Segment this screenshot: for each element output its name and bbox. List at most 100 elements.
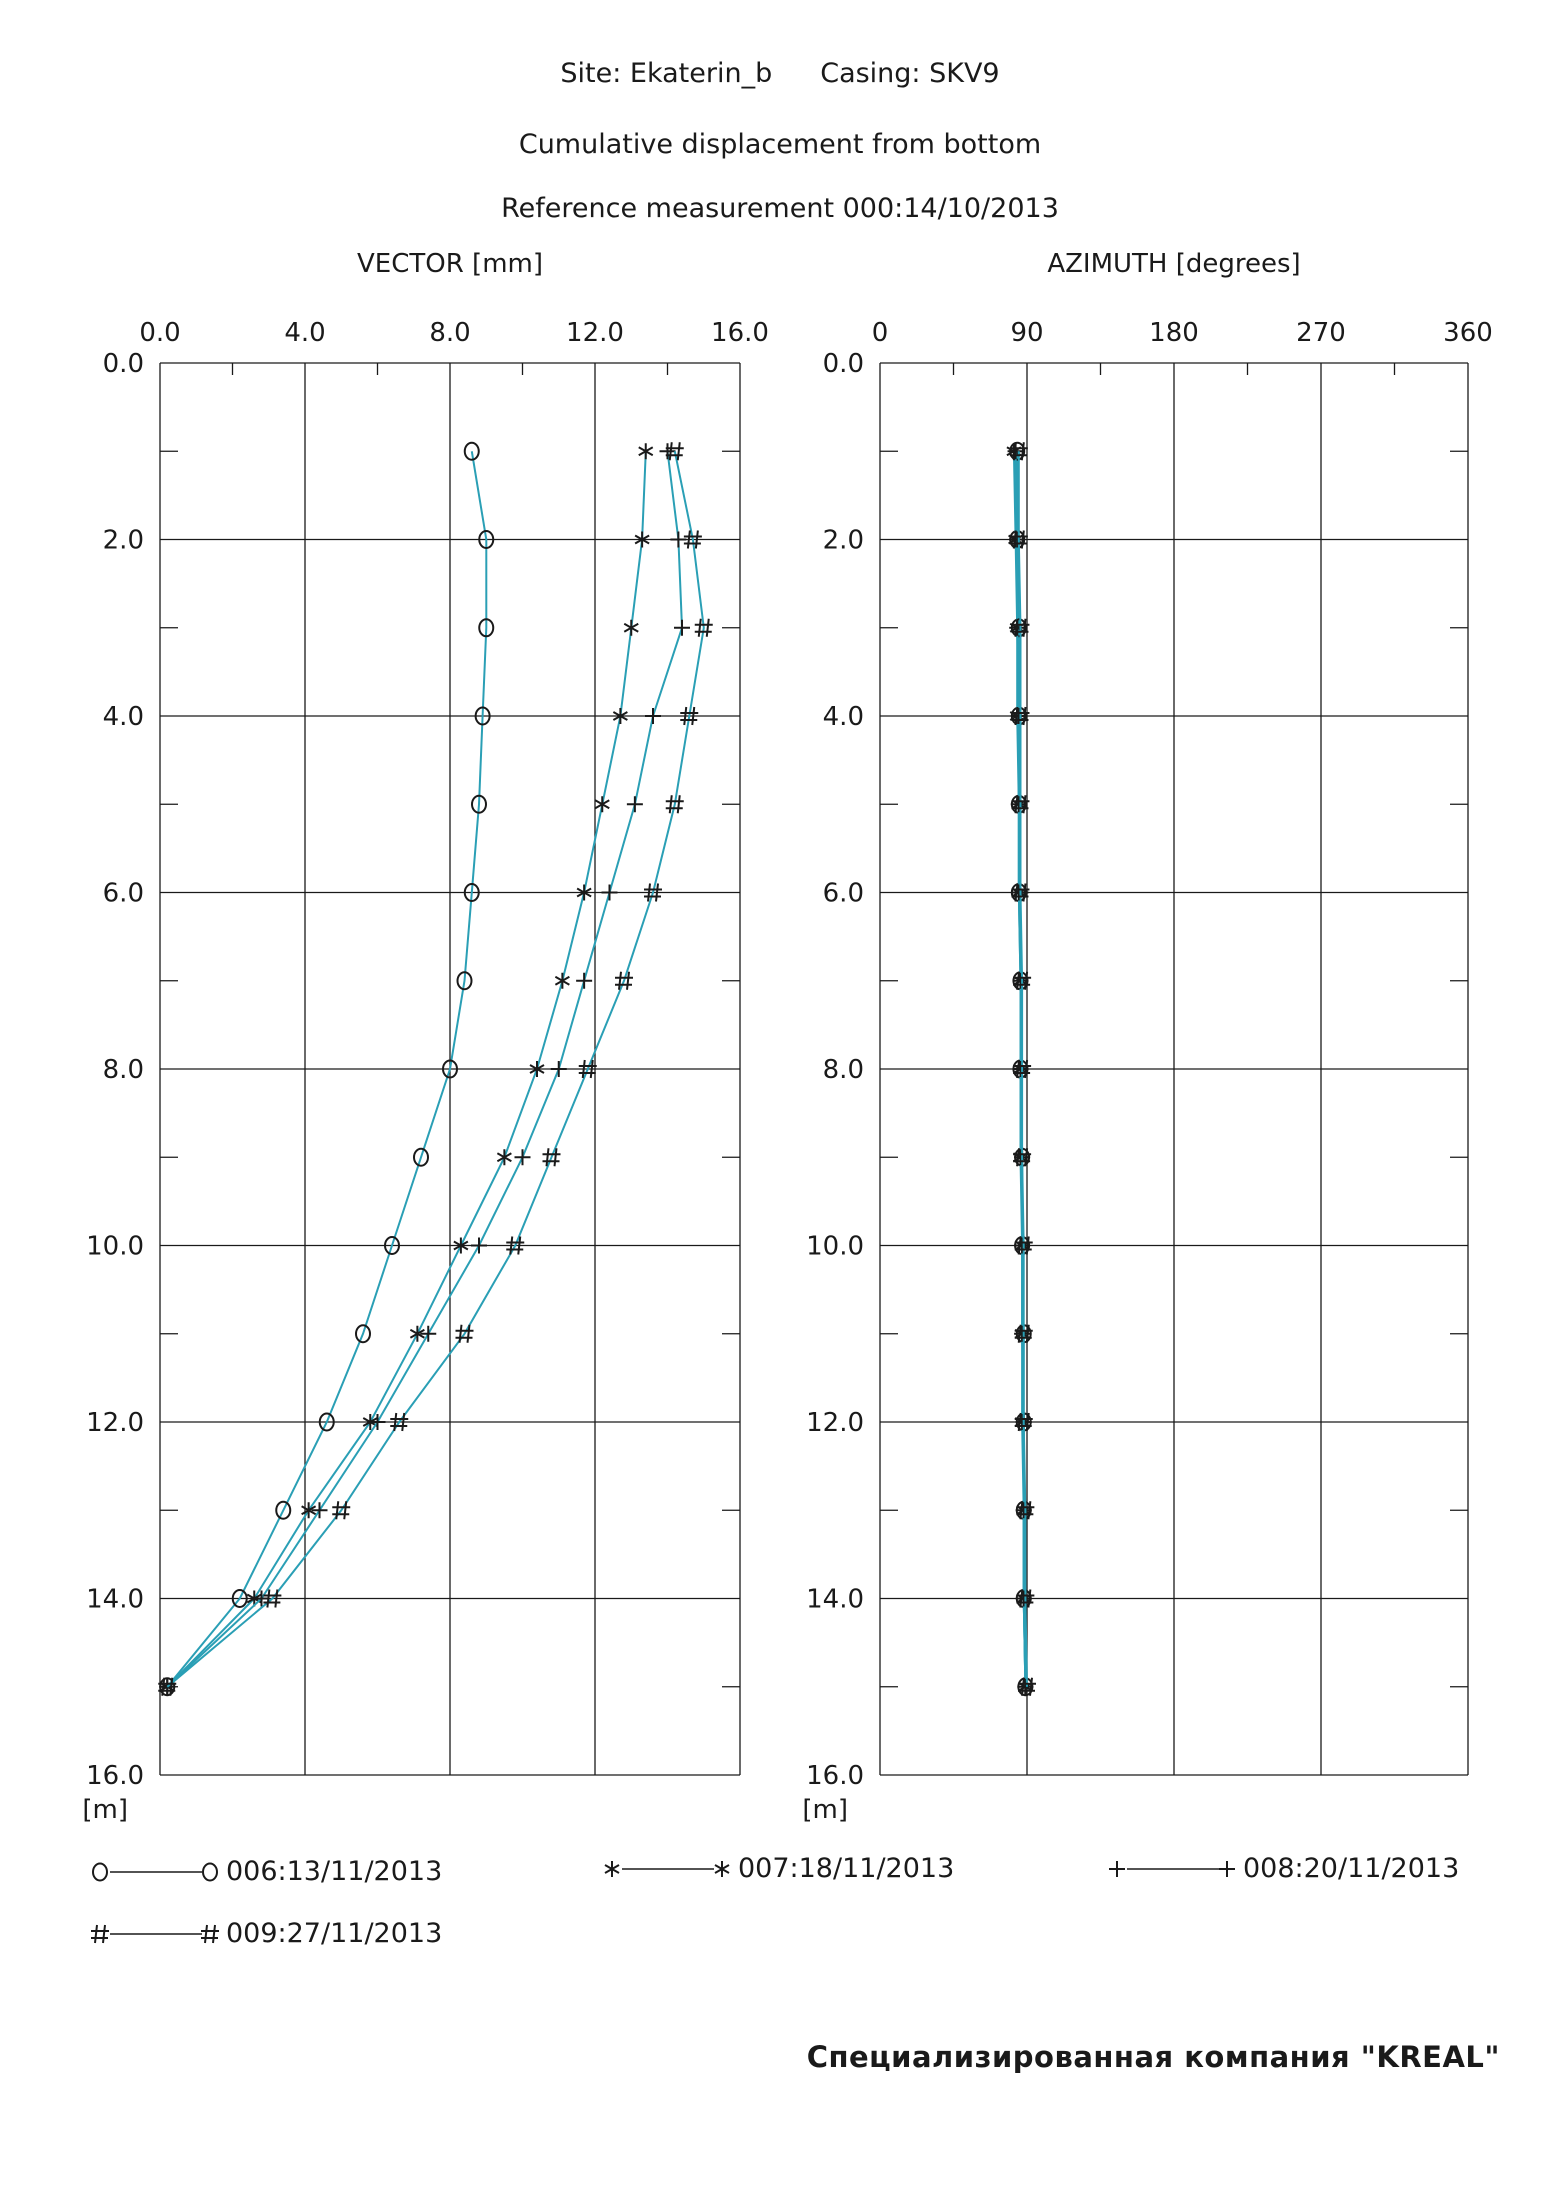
data-point <box>413 1147 429 1167</box>
legend-marker-shape <box>604 1861 620 1877</box>
data-point-shape <box>529 1061 545 1077</box>
data-point-shape <box>1016 1501 1035 1520</box>
data-point <box>665 442 684 461</box>
legend-marker-shape <box>714 1861 730 1877</box>
data-point-shape <box>263 1589 282 1608</box>
legend-label: 009:27/11/2013 <box>226 1918 442 1949</box>
legend-marker-shape <box>1219 1861 1235 1877</box>
site-label: Site: Ekaterin_b <box>560 58 773 89</box>
data-point <box>626 796 643 813</box>
legend-label: 006:13/11/2013 <box>226 1856 442 1887</box>
data-point <box>463 441 480 461</box>
data-point <box>311 1502 328 1519</box>
data-point <box>644 883 662 902</box>
data-point-shape <box>680 706 699 726</box>
data-point <box>506 1236 525 1255</box>
data-point <box>455 1324 474 1343</box>
data-point-shape <box>550 1061 567 1077</box>
data-point-shape <box>1011 618 1030 637</box>
data-point <box>576 884 592 901</box>
legend-entry: 009:27/11/2013 <box>91 1918 442 1949</box>
data-point <box>442 1059 458 1079</box>
data-point <box>409 1325 425 1342</box>
data-point <box>384 1236 400 1255</box>
data-point <box>542 1148 561 1167</box>
data-point <box>615 971 633 990</box>
data-point-shape <box>1009 530 1028 549</box>
data-point <box>674 619 690 636</box>
data-point-shape <box>253 1590 270 1607</box>
legend-marker <box>604 1861 620 1877</box>
data-point <box>471 794 487 814</box>
legend-marker <box>1219 1861 1235 1877</box>
data-point-shape <box>1011 706 1030 726</box>
data-point-shape <box>554 972 570 989</box>
chart-azimuth: AZIMUTH [degrees] 0 90 180 270 360 0.0 2.0 4.0 6.… <box>802 249 1492 1825</box>
data-point-shape <box>159 1678 176 1695</box>
data-point <box>645 708 661 724</box>
legend-label: 007:18/11/2013 <box>738 1853 954 1884</box>
data-point-shape <box>471 1237 487 1254</box>
series-2 <box>159 443 654 1695</box>
data-point-shape <box>659 443 676 460</box>
data-point-shape <box>1014 1236 1033 1255</box>
data-point <box>554 972 570 989</box>
data-point-shape <box>694 618 713 637</box>
data-point-shape <box>674 619 690 636</box>
site-casing-line: Site: Ekaterin_b Casing: SKV9 <box>0 58 1560 89</box>
data-point-shape <box>601 884 618 901</box>
data-point <box>1016 1501 1035 1520</box>
data-point-shape <box>626 796 643 813</box>
data-point <box>1014 1412 1033 1432</box>
series-line <box>1017 451 1028 1687</box>
data-point <box>390 1412 409 1432</box>
series-3 <box>159 443 690 1695</box>
data-point-shape <box>478 618 495 638</box>
data-point <box>275 1500 292 1520</box>
chart-azimuth-grid <box>879 362 1469 1776</box>
data-point <box>670 531 687 548</box>
data-point-shape <box>683 530 702 549</box>
data-point-shape <box>318 1412 335 1432</box>
x-tick-label: 16.0 <box>711 318 769 348</box>
legend: 006:13/11/2013 007:18/11/2013 008:20/11/20… <box>91 1853 1459 1949</box>
data-point-shape <box>463 441 480 461</box>
legend-entry: 008:20/11/2013 <box>1109 1853 1459 1884</box>
data-point <box>1016 1589 1035 1608</box>
data-point-shape <box>542 1148 561 1167</box>
data-point <box>634 531 650 548</box>
legend-entry: 006:13/11/2013 <box>92 1856 442 1887</box>
data-point-shape <box>453 1237 469 1254</box>
data-point <box>638 443 654 460</box>
x-tick-label: 180 <box>1149 318 1199 348</box>
data-point-shape <box>456 971 473 991</box>
legend-marker-shape <box>201 1924 219 1944</box>
data-point-shape <box>623 619 639 636</box>
data-point-shape <box>1011 883 1030 902</box>
data-point-shape <box>311 1502 328 1519</box>
data-point-shape <box>1014 1412 1033 1432</box>
data-point-shape <box>1016 1589 1035 1608</box>
data-point-shape <box>634 531 650 548</box>
data-point-shape <box>332 1501 351 1520</box>
data-point-shape <box>158 1677 177 1696</box>
x-tick-label: 360 <box>1443 318 1493 348</box>
y-tick-label: 10.0 <box>806 1232 864 1262</box>
y-tick-label: 2.0 <box>823 526 864 556</box>
data-point <box>680 706 699 726</box>
data-point <box>1018 1677 1036 1696</box>
data-point-shape <box>506 1236 525 1255</box>
x-tick-label: 0 <box>872 318 889 348</box>
data-point <box>253 1590 270 1607</box>
data-point-shape <box>463 883 480 902</box>
y-tick-label: 8.0 <box>823 1055 864 1085</box>
data-point <box>1009 530 1028 549</box>
data-point <box>694 618 713 637</box>
y-tick-label: 8.0 <box>103 1055 144 1085</box>
x-tick-label: 12.0 <box>566 318 624 348</box>
data-point <box>478 530 495 549</box>
data-point <box>478 618 495 638</box>
data-point <box>612 708 628 724</box>
y-tick-label: 6.0 <box>103 879 144 909</box>
